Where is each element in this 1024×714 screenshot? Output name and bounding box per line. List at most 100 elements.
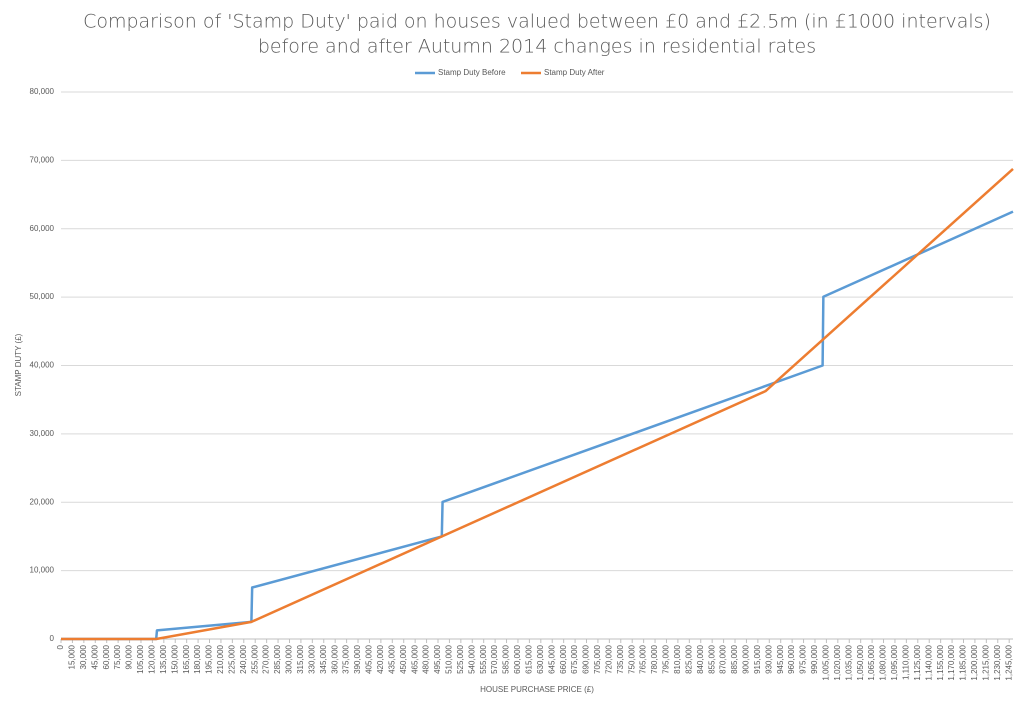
x-tick-label: 315,000 — [296, 644, 305, 673]
x-tick-label: 810,000 — [673, 644, 682, 673]
y-tick-label: 50,000 — [30, 292, 55, 301]
x-tick-label: 870,000 — [719, 644, 728, 673]
x-tick-label: 285,000 — [273, 644, 282, 673]
x-tick-label: 240,000 — [239, 644, 248, 673]
x-tick-label: 1,065,000 — [867, 644, 876, 680]
x-tick-label: 1,020,000 — [833, 644, 842, 680]
data-line — [61, 167, 1014, 641]
x-tick-label: 480,000 — [422, 644, 431, 673]
x-tick-label: 600,000 — [513, 644, 522, 673]
x-tick-label: 780,000 — [650, 644, 659, 673]
x-tick-label: 210,000 — [216, 644, 225, 673]
y-tick-label: 0 — [50, 634, 55, 643]
x-tick-label: 75,000 — [113, 644, 122, 669]
x-tick-label: 150,000 — [170, 644, 179, 673]
x-tick-label: 540,000 — [467, 644, 476, 673]
x-tick-label: 1,185,000 — [959, 644, 968, 680]
x-tick-label: 1,140,000 — [924, 644, 933, 680]
x-tick-label: 915,000 — [753, 644, 762, 673]
chart-title: before and after Autumn 2014 changes in … — [258, 36, 816, 58]
x-tick-label: 735,000 — [616, 644, 625, 673]
x-tick-label: 135,000 — [159, 644, 168, 673]
x-tick-label: 375,000 — [342, 644, 351, 673]
x-tick-label: 690,000 — [582, 644, 591, 673]
data-line — [61, 210, 1014, 641]
x-tick-label: 1,215,000 — [981, 644, 990, 680]
y-tick-label: 60,000 — [30, 224, 55, 233]
x-tick-label: 645,000 — [547, 644, 556, 673]
x-tick-label: 975,000 — [799, 644, 808, 673]
x-tick-label: 390,000 — [353, 644, 362, 673]
x-tick-label: 1,230,000 — [993, 644, 1002, 680]
x-tick-label: 1,245,000 — [1004, 644, 1013, 680]
x-tick-label: 330,000 — [307, 644, 316, 673]
x-tick-label: 495,000 — [433, 644, 442, 673]
x-tick-label: 1,080,000 — [879, 644, 888, 680]
x-tick-label: 120,000 — [148, 644, 157, 673]
x-tick-label: 615,000 — [524, 644, 533, 673]
x-tick-label: 165,000 — [182, 644, 191, 673]
y-axis-label: STAMP DUTY (£) — [14, 333, 23, 396]
x-tick-label: 630,000 — [536, 644, 545, 673]
x-axis-label: HOUSE PURCHASE PRICE (£) — [480, 685, 594, 694]
y-tick-label: 70,000 — [30, 155, 55, 164]
y-tick-label: 20,000 — [30, 497, 55, 506]
x-tick-label: 945,000 — [776, 644, 785, 673]
x-tick-label: 45,000 — [90, 644, 99, 669]
x-tick-label: 180,000 — [193, 644, 202, 673]
x-tick-label: 720,000 — [604, 644, 613, 673]
x-tick-label: 435,000 — [387, 644, 396, 673]
x-tick-label: 15,000 — [68, 644, 77, 669]
x-tick-label: 465,000 — [410, 644, 419, 673]
x-tick-label: 1,125,000 — [913, 644, 922, 680]
x-tick-label: 930,000 — [764, 644, 773, 673]
x-tick-label: 765,000 — [639, 644, 648, 673]
x-tick-label: 840,000 — [696, 644, 705, 673]
x-tick-label: 270,000 — [262, 644, 271, 673]
x-tick-label: 960,000 — [787, 644, 796, 673]
x-tick-label: 1,155,000 — [936, 644, 945, 680]
x-tick-label: 255,000 — [250, 644, 259, 673]
x-tick-label: 675,000 — [570, 644, 579, 673]
y-tick-label: 30,000 — [30, 429, 55, 438]
x-tick-label: 750,000 — [627, 644, 636, 673]
x-tick-label: 360,000 — [330, 644, 339, 673]
chart-title: Comparison of 'Stamp Duty' paid on house… — [83, 11, 991, 33]
x-tick-label: 510,000 — [445, 644, 454, 673]
x-tick-label: 1,050,000 — [856, 644, 865, 680]
x-tick-label: 525,000 — [456, 644, 465, 673]
x-tick-label: 900,000 — [742, 644, 751, 673]
y-tick-label: 10,000 — [30, 566, 55, 575]
x-tick-label: 990,000 — [810, 644, 819, 673]
x-tick-label: 885,000 — [730, 644, 739, 673]
x-tick-label: 570,000 — [490, 644, 499, 673]
x-tick-label: 795,000 — [662, 644, 671, 673]
x-tick-label: 825,000 — [684, 644, 693, 673]
x-tick-label: 1,095,000 — [890, 644, 899, 680]
x-tick-label: 225,000 — [227, 644, 236, 673]
x-tick-label: 1,170,000 — [947, 644, 956, 680]
x-tick-label: 555,000 — [479, 644, 488, 673]
x-tick-label: 855,000 — [707, 644, 716, 673]
y-tick-label: 40,000 — [30, 361, 55, 370]
y-tick-label: 80,000 — [30, 87, 55, 96]
x-tick-label: 660,000 — [559, 644, 568, 673]
x-tick-label: 705,000 — [593, 644, 602, 673]
x-tick-label: 405,000 — [365, 644, 374, 673]
x-tick-label: 105,000 — [136, 644, 145, 673]
x-tick-label: 0 — [56, 644, 65, 649]
x-tick-label: 585,000 — [502, 644, 511, 673]
x-tick-label: 1,035,000 — [844, 644, 853, 680]
x-tick-label: 1,005,000 — [822, 644, 831, 680]
x-tick-label: 1,200,000 — [970, 644, 979, 680]
x-tick-label: 195,000 — [205, 644, 214, 673]
x-tick-label: 450,000 — [399, 644, 408, 673]
x-tick-label: 60,000 — [102, 644, 111, 669]
x-tick-label: 420,000 — [376, 644, 385, 673]
x-tick-label: 30,000 — [79, 644, 88, 669]
x-tick-label: 345,000 — [319, 644, 328, 673]
legend-label: Stamp Duty Before — [438, 68, 506, 77]
